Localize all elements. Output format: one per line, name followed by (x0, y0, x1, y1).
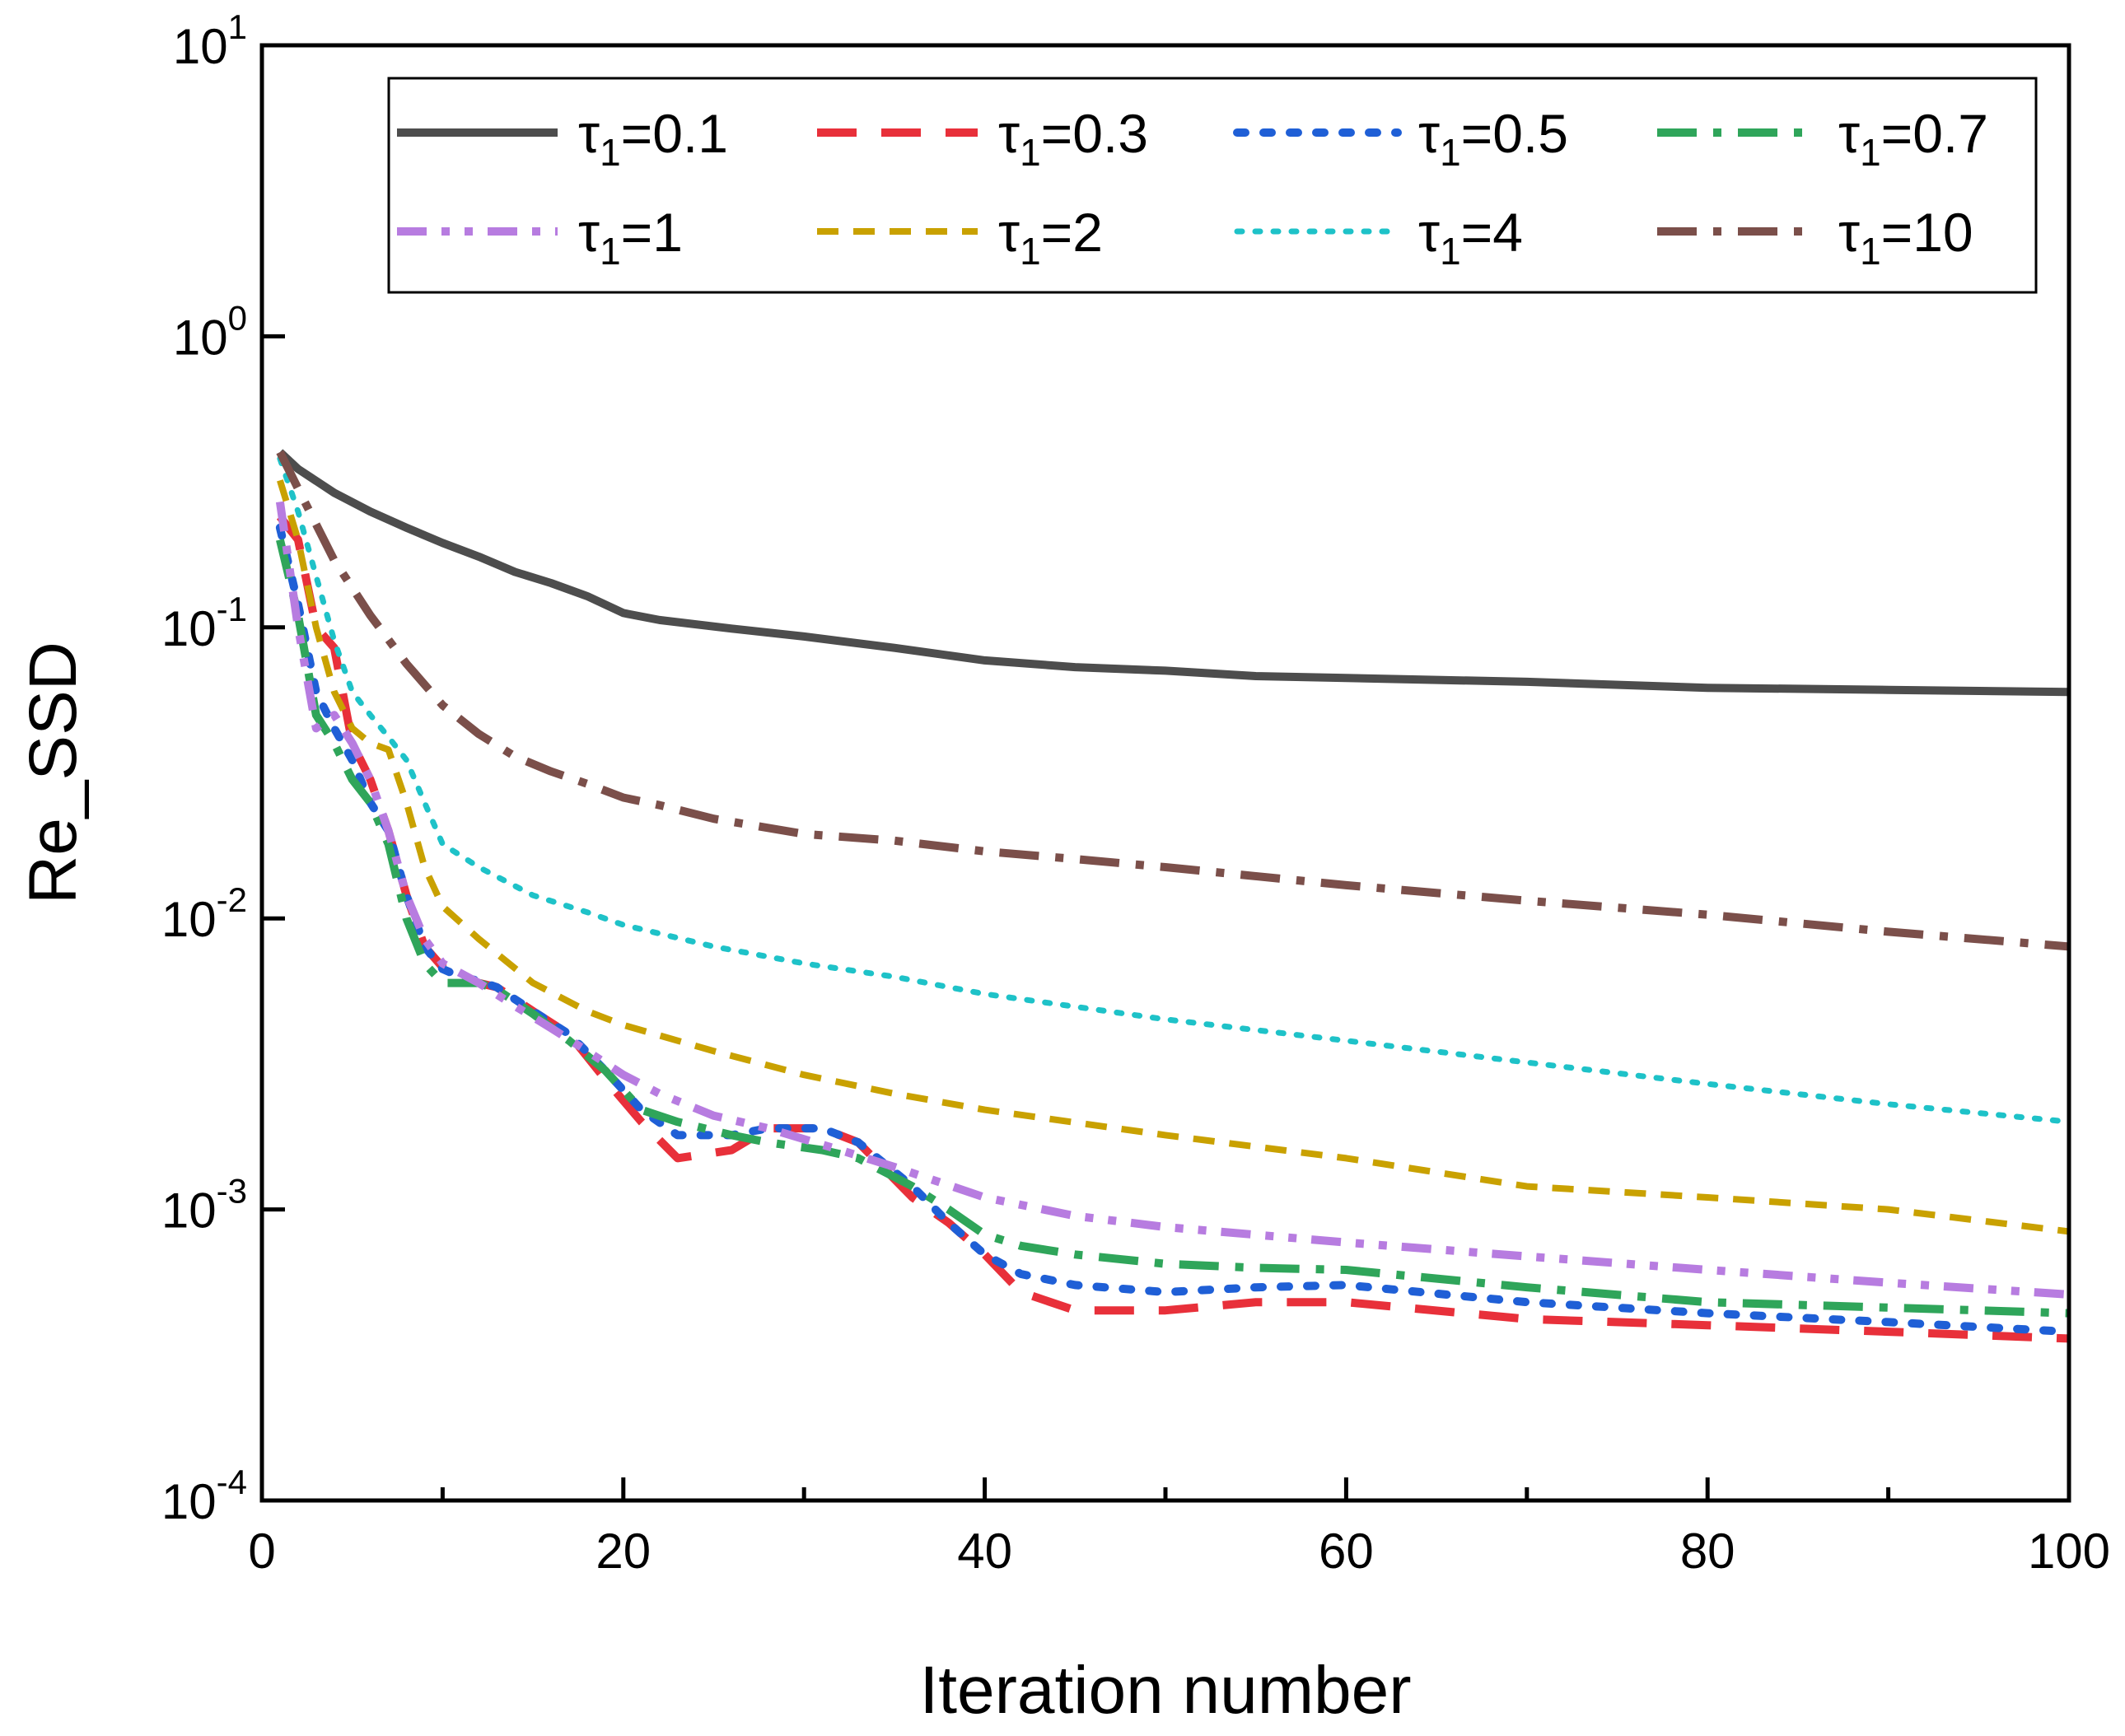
x-tick-label: 20 (595, 1524, 651, 1579)
legend-box (387, 77, 2038, 294)
x-tick-label: 80 (1680, 1524, 1735, 1579)
series-line-7 (276, 450, 2069, 951)
x-tick-label: 60 (1319, 1524, 1374, 1579)
legend-label: τ1=10 (1838, 202, 1973, 273)
x-axis: 0 20 40 60 80 100 (248, 1477, 2110, 1579)
y-axis-title: Re_SSD (16, 642, 91, 904)
y-tick-label: 10-2 (161, 880, 247, 947)
legend-label: τ1=0.3 (998, 103, 1148, 174)
series-line-1 (276, 514, 2069, 1343)
legend-label: τ1=4 (1418, 202, 1523, 273)
x-axis-title: Iteration number (919, 1653, 1411, 1728)
legend-item: τ1=0.3 (817, 103, 1148, 174)
legend-item: τ1=4 (1234, 202, 1523, 273)
x-tick-label: 100 (2028, 1524, 2110, 1579)
y-tick-label: 10-1 (161, 590, 247, 656)
x-tick-label: 40 (957, 1524, 1012, 1579)
legend-label: τ1=1 (578, 202, 683, 273)
series-line-3 (276, 539, 2069, 1318)
series-line-2 (275, 523, 2069, 1337)
legend: τ1=0.1 τ1=0.3 τ1=0.5 τ1=0.7 τ1=1 τ1=2 τ1=4 τ1=1… (387, 77, 2038, 294)
legend-label: τ1=0.1 (578, 103, 728, 174)
plot-lines (275, 449, 2069, 1343)
y-tick-label: 10-4 (161, 1463, 247, 1529)
y-axis: 101 100 10-1 10-2 10-3 10-4 (161, 7, 285, 1529)
y-tick-label: 10-3 (161, 1172, 247, 1239)
legend-item: τ1=0.7 (1657, 103, 1988, 174)
legend-item: τ1=10 (1657, 202, 1973, 273)
legend-label: τ1=0.5 (1418, 103, 1568, 174)
legend-label: τ1=2 (998, 202, 1103, 273)
series-line-0 (277, 449, 2069, 697)
legend-item: τ1=2 (817, 202, 1103, 273)
series-line-5 (277, 479, 2069, 1235)
y-tick-label: 101 (173, 7, 247, 74)
series-line-6 (277, 455, 2069, 1125)
y-tick-label: 100 (173, 298, 247, 365)
legend-item: τ1=0.5 (1233, 103, 1568, 174)
legend-item: τ1=0.1 (397, 103, 728, 174)
x-tick-label: 0 (248, 1524, 275, 1579)
legend-label: τ1=0.7 (1838, 103, 1988, 174)
legend-item: τ1=1 (397, 202, 683, 273)
